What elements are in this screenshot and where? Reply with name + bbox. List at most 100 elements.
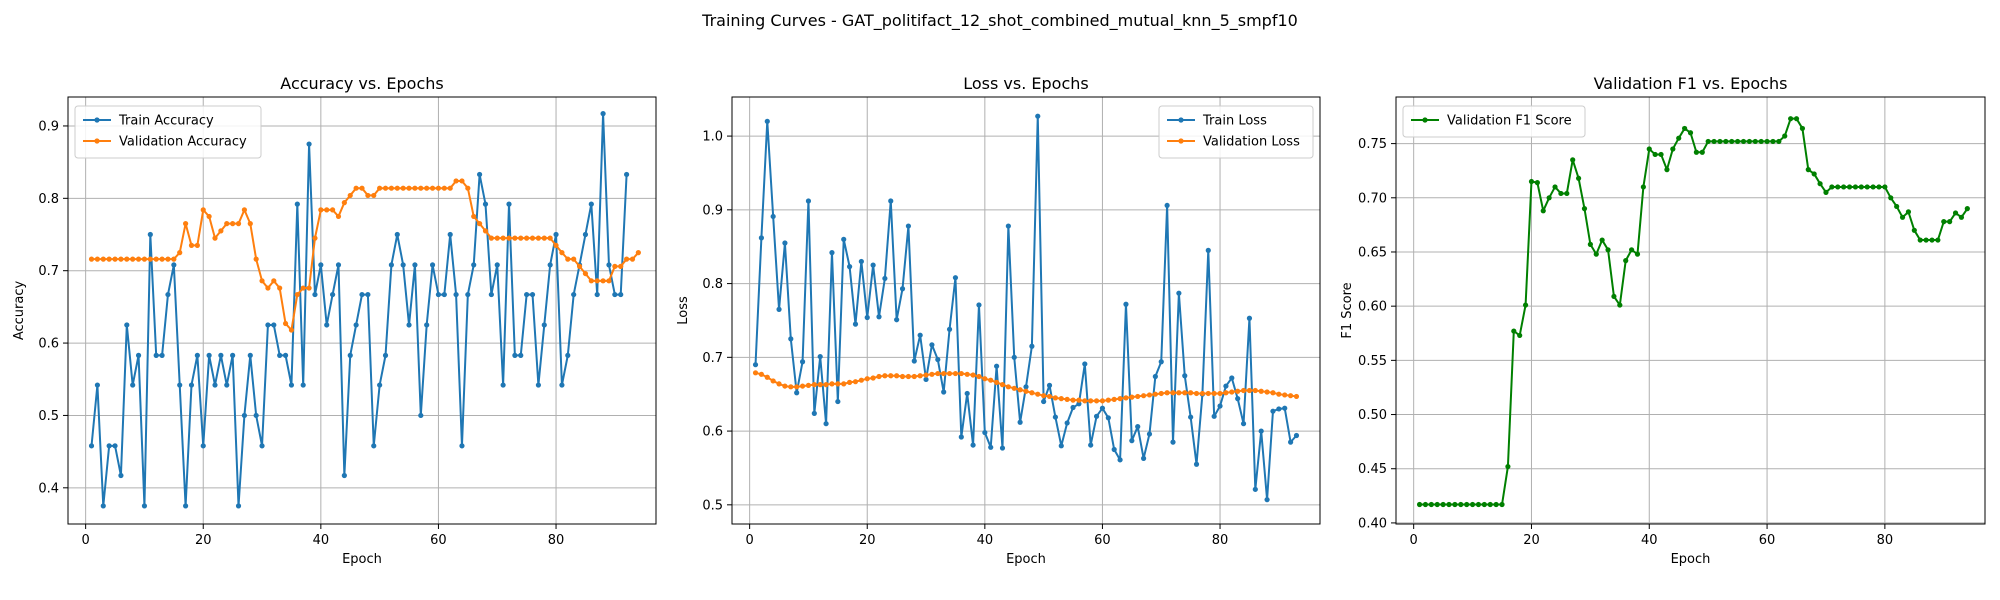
accuracy-data-point bbox=[529, 235, 536, 241]
loss-data-point bbox=[1029, 390, 1035, 396]
f1-data-point bbox=[1534, 180, 1540, 186]
f1-panel: 0 20 40 60 80 0.40 0.45 0.50 0.55 0.60 0.65 0.70 0.7… bbox=[1340, 74, 1986, 567]
loss-data-point bbox=[764, 374, 770, 380]
accuracy-data-point bbox=[188, 382, 195, 388]
accuracy-data-point bbox=[559, 250, 565, 256]
accuracy-data-point bbox=[559, 382, 565, 388]
f1-data-point bbox=[1546, 195, 1552, 201]
loss-data-point bbox=[799, 359, 806, 365]
accuracy-data-point bbox=[330, 207, 336, 213]
loss-data-point bbox=[1046, 393, 1053, 400]
accuracy-data-point bbox=[200, 443, 206, 449]
loss-data-point bbox=[1088, 398, 1094, 404]
accuracy-xtick-label: 40 bbox=[313, 533, 330, 548]
loss-data-point bbox=[1246, 315, 1253, 321]
loss-data-point bbox=[1023, 384, 1029, 390]
f1-data-point bbox=[1894, 203, 1900, 210]
loss-data-point bbox=[1082, 361, 1088, 367]
accuracy-data-point bbox=[353, 322, 359, 328]
f1-data-point bbox=[1699, 149, 1705, 155]
loss-data-point bbox=[1240, 421, 1247, 427]
accuracy-data-point bbox=[112, 256, 118, 262]
accuracy-y-axis-label: Accuracy bbox=[12, 281, 27, 341]
loss-data-point bbox=[1129, 394, 1135, 400]
loss-data-point bbox=[1193, 461, 1200, 467]
f1-data-point bbox=[1788, 116, 1794, 122]
f1-data-point bbox=[1852, 184, 1859, 190]
f1-xtick-label: 20 bbox=[1523, 533, 1540, 548]
accuracy-data-point bbox=[294, 201, 300, 207]
accuracy-data-point bbox=[183, 221, 189, 227]
loss-data-point bbox=[1011, 354, 1017, 360]
accuracy-data-point bbox=[612, 291, 618, 298]
accuracy-data-point bbox=[118, 472, 124, 479]
accuracy-data-point bbox=[512, 352, 518, 358]
loss-data-point bbox=[1164, 390, 1170, 396]
accuracy-data-point bbox=[453, 291, 459, 298]
loss-data-point bbox=[1035, 113, 1041, 119]
loss-data-point bbox=[1252, 387, 1258, 394]
accuracy-data-point bbox=[212, 382, 218, 388]
accuracy-data-point bbox=[412, 262, 418, 268]
f1-data-point bbox=[1817, 181, 1823, 187]
loss-data-point bbox=[1041, 398, 1047, 405]
loss-data-point bbox=[1229, 389, 1235, 395]
loss-data-point bbox=[917, 373, 923, 379]
f1-data-point bbox=[1528, 178, 1535, 185]
accuracy-data-point bbox=[177, 382, 183, 388]
accuracy-data-point bbox=[341, 472, 347, 479]
accuracy-data-point bbox=[371, 443, 377, 449]
accuracy-data-point bbox=[400, 185, 406, 191]
accuracy-data-point bbox=[606, 278, 612, 284]
accuracy-x-axis-label: Epoch bbox=[342, 552, 382, 567]
accuracy-data-point bbox=[453, 178, 459, 184]
loss-data-point bbox=[1235, 396, 1241, 402]
accuracy-data-point bbox=[388, 185, 394, 191]
loss-data-point bbox=[1158, 359, 1164, 365]
loss-data-point bbox=[1070, 397, 1076, 403]
accuracy-xtick-label: 80 bbox=[548, 533, 565, 548]
accuracy-data-point bbox=[212, 235, 218, 241]
loss-data-point bbox=[1052, 395, 1058, 401]
accuracy-data-point bbox=[553, 242, 559, 248]
f1-ytick-label: 0.45 bbox=[1358, 462, 1387, 477]
accuracy-data-point bbox=[594, 291, 600, 298]
f1-data-point bbox=[1682, 125, 1688, 132]
f1-data-point bbox=[1687, 130, 1694, 136]
f1-data-point bbox=[1740, 138, 1747, 145]
f1-xtick-label: 40 bbox=[1641, 533, 1658, 548]
accuracy-data-point bbox=[194, 242, 200, 248]
accuracy-data-point bbox=[200, 207, 206, 213]
accuracy-legend-label: Validation Accuracy bbox=[119, 135, 247, 150]
loss-data-point bbox=[888, 373, 894, 379]
loss-ytick-label: 0.6 bbox=[702, 425, 723, 440]
accuracy-data-point bbox=[465, 185, 471, 191]
f1-data-point bbox=[1611, 293, 1617, 300]
f1-ytick-label: 0.75 bbox=[1358, 137, 1387, 152]
accuracy-data-point bbox=[106, 443, 112, 449]
loss-data-point bbox=[935, 356, 941, 363]
loss-data-point bbox=[1170, 439, 1176, 445]
accuracy-data-point bbox=[112, 443, 118, 449]
f1-data-point bbox=[1799, 125, 1806, 132]
accuracy-data-point bbox=[377, 185, 383, 191]
loss-data-point bbox=[999, 382, 1006, 388]
accuracy-data-point bbox=[324, 322, 330, 328]
loss-legend-box bbox=[1158, 105, 1314, 159]
f1-xtick-label: 0 bbox=[1410, 533, 1418, 548]
f1-data-point bbox=[1493, 501, 1499, 508]
accuracy-data-point bbox=[506, 235, 512, 241]
accuracy-data-point bbox=[594, 278, 600, 284]
f1-data-point bbox=[1511, 328, 1517, 334]
accuracy-data-point bbox=[424, 185, 430, 191]
accuracy-data-point bbox=[565, 352, 571, 358]
loss-legend-label: Train Loss bbox=[1202, 114, 1267, 129]
loss-data-point bbox=[852, 379, 859, 385]
f1-data-point bbox=[1899, 214, 1906, 220]
accuracy-data-point bbox=[147, 231, 153, 238]
accuracy-data-point bbox=[471, 213, 477, 220]
figure-suptitle: Training Curves - GAT_politifact_12_shot… bbox=[701, 11, 1298, 31]
accuracy-data-point bbox=[230, 352, 236, 358]
f1-legend-label: Validation F1 Score bbox=[1447, 114, 1572, 129]
loss-data-point bbox=[1099, 398, 1106, 404]
